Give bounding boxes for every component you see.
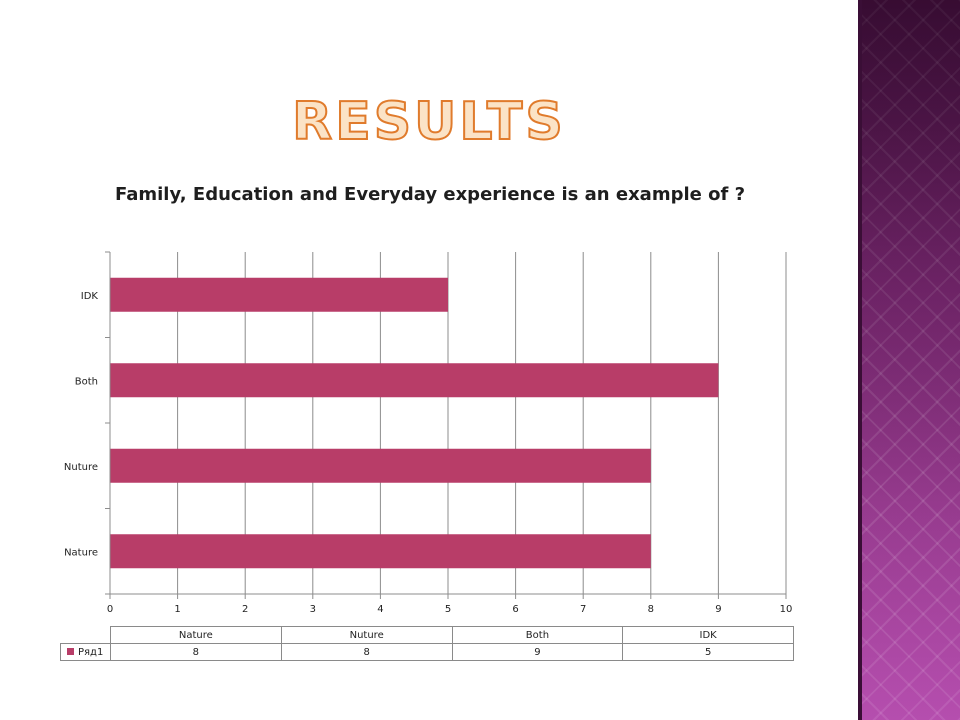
x-tick-label: 3 bbox=[310, 604, 316, 615]
y-tick-label: Nature bbox=[64, 547, 98, 558]
x-tick-label: 5 bbox=[445, 604, 451, 615]
x-tick-label: 8 bbox=[648, 604, 654, 615]
legend-key-icon bbox=[67, 648, 74, 655]
table-header-row: Nature Nuture Both IDK bbox=[60, 626, 794, 644]
table-header-cell: Nuture bbox=[280, 626, 453, 644]
axes bbox=[105, 251, 787, 599]
slide-title: RESULTS bbox=[291, 91, 566, 153]
bar bbox=[110, 534, 651, 569]
legend-series-cell: Ряд1 bbox=[60, 643, 111, 661]
bar bbox=[110, 448, 651, 483]
table-header-cell: IDK bbox=[622, 626, 794, 644]
bars bbox=[110, 277, 719, 569]
bar bbox=[110, 363, 719, 398]
table-header-cell: Both bbox=[451, 626, 624, 644]
x-tick-label: 4 bbox=[377, 604, 383, 615]
bar-chart: 0 1 2 3 4 5 6 7 8 9 10 Nature Nuture Both IDK bbox=[64, 251, 792, 615]
tick-labels: 0 1 2 3 4 5 6 7 8 9 10 Nature Nuture Both IDK bbox=[64, 291, 792, 615]
x-tick-label: 7 bbox=[580, 604, 586, 615]
x-tick-label: 9 bbox=[715, 604, 721, 615]
bar bbox=[110, 277, 448, 312]
x-tick-label: 2 bbox=[242, 604, 248, 615]
table-value-cell: 8 bbox=[280, 643, 453, 661]
x-tick-label: 6 bbox=[512, 604, 518, 615]
y-tick-label: Both bbox=[75, 376, 98, 387]
legend-series-label: Ряд1 bbox=[78, 646, 104, 658]
y-tick-label: Nuture bbox=[64, 462, 98, 473]
y-tick-label: IDK bbox=[81, 291, 99, 302]
chart-title: Family, Education and Everyday experienc… bbox=[114, 184, 746, 205]
table-row: Ряд1 8 8 9 5 bbox=[60, 643, 794, 661]
x-tick-label: 10 bbox=[780, 604, 793, 615]
table-value-cell: 9 bbox=[451, 643, 624, 661]
x-tick-label: 0 bbox=[107, 604, 113, 615]
x-tick-label: 1 bbox=[174, 604, 180, 615]
table-header-cell: Nature bbox=[109, 626, 282, 644]
table-value-cell: 5 bbox=[622, 643, 794, 661]
table-value-cell: 8 bbox=[109, 643, 282, 661]
data-table: Nature Nuture Both IDK Ряд1 8 8 9 5 bbox=[60, 626, 794, 661]
table-corner bbox=[60, 626, 111, 644]
decorative-side-panel bbox=[858, 0, 960, 720]
